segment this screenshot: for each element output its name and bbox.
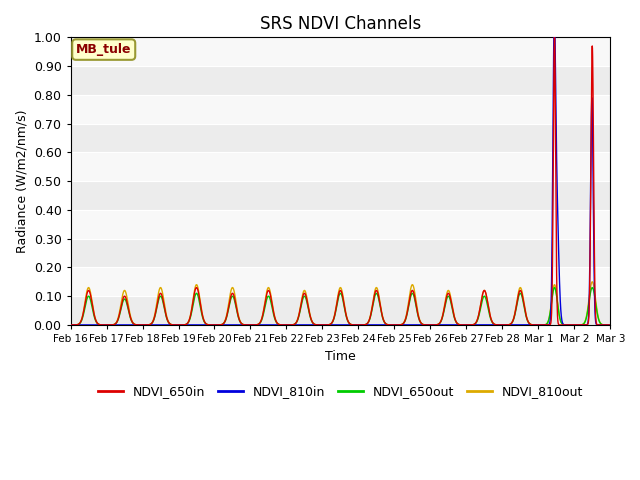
Bar	[70, 239, 611, 267]
Bar	[70, 95, 611, 124]
Bar	[70, 66, 611, 95]
Title: SRS NDVI Channels: SRS NDVI Channels	[260, 15, 421, 33]
Bar	[70, 124, 611, 152]
Text: MB_tule: MB_tule	[76, 43, 131, 56]
X-axis label: Time: Time	[325, 349, 356, 362]
Bar	[70, 296, 611, 325]
Y-axis label: Radiance (W/m2/nm/s): Radiance (W/m2/nm/s)	[15, 109, 28, 253]
Bar	[70, 152, 611, 181]
Bar	[70, 181, 611, 210]
Legend: NDVI_650in, NDVI_810in, NDVI_650out, NDVI_810out: NDVI_650in, NDVI_810in, NDVI_650out, NDV…	[93, 380, 588, 403]
Bar	[70, 267, 611, 296]
Bar	[70, 37, 611, 66]
Bar	[70, 210, 611, 239]
